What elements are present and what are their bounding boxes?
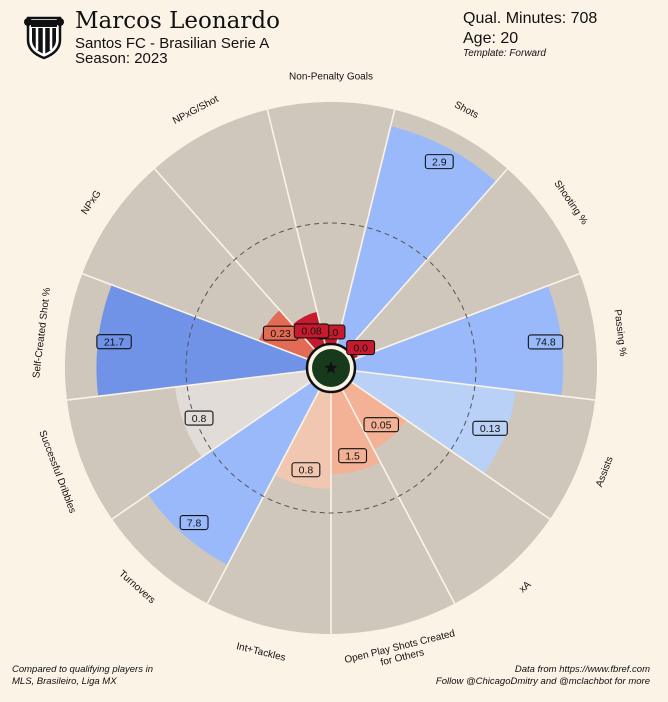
slice-bar xyxy=(353,285,564,396)
metric-label: Successful Dribbles xyxy=(36,429,77,515)
slice-bar xyxy=(96,284,309,397)
value-tag-text: 0.0 xyxy=(353,342,368,354)
template-label: Template: Forward xyxy=(463,48,546,59)
slice-separator xyxy=(346,168,508,351)
metric-label-text: Successful Dribbles xyxy=(36,429,77,515)
metric-label-text: Shots xyxy=(452,100,480,122)
metric-label: Shooting % xyxy=(551,179,589,227)
slice-bar xyxy=(336,126,497,351)
value-tag-box xyxy=(291,462,321,478)
value-tag-text: 0.8 xyxy=(192,413,207,425)
footer-comparison-note: Compared to qualifying players in MLS, B… xyxy=(12,664,202,688)
metric-label-text: NPxG/Shot xyxy=(171,94,221,127)
metric-label: Turnovers xyxy=(116,568,157,606)
value-tag: 74.8 xyxy=(527,334,564,350)
slice-separator xyxy=(266,109,327,345)
value-tag-text: 21.7 xyxy=(104,336,125,348)
slice-separator xyxy=(111,380,312,520)
value-tags: 0.02.90.0 74.80.130.051.50.87.80.821.70.2… xyxy=(96,154,564,531)
slice-bar xyxy=(175,370,312,458)
slice-separator xyxy=(350,380,551,520)
value-tag: 0.0 xyxy=(346,339,376,356)
slice-bar xyxy=(342,381,407,450)
footer-right-line1: Data from https://www.fbref.com xyxy=(514,664,650,675)
player-name: Marcos Leonardo xyxy=(75,8,280,34)
value-tag-box xyxy=(293,323,330,339)
slice-separator xyxy=(66,370,308,401)
metric-label: Int+Tackles xyxy=(235,641,286,664)
metric-label: Shots xyxy=(452,100,480,122)
slice-background xyxy=(154,109,326,351)
slice-background xyxy=(342,381,550,604)
metric-label-text: xA xyxy=(517,579,533,595)
santos-fc-crest-icon xyxy=(24,16,64,60)
footer-right-line2: Follow @ChicagoDmitry and @mclachbot for… xyxy=(435,676,650,687)
metric-label-text: Shooting % xyxy=(551,179,589,227)
slice-separator xyxy=(354,370,596,401)
metric-label-text: Passing % xyxy=(612,309,629,357)
value-tag-box xyxy=(424,154,454,170)
value-tag-text: 0.05 xyxy=(371,420,392,432)
value-tag-box xyxy=(363,417,399,433)
metric-label-text: Int+Tackles xyxy=(235,641,286,664)
footer-left-line2: MLS, Brasileiro, Liga MX xyxy=(12,676,117,687)
slice-background xyxy=(346,168,580,360)
metric-label: Self-Created Shot % xyxy=(31,287,53,379)
value-tag-box xyxy=(346,339,376,356)
value-tag-text: 7.8 xyxy=(187,517,202,529)
value-tag: 2.9 xyxy=(424,154,454,170)
value-tag-box xyxy=(338,448,368,464)
metric-label-text: Turnovers xyxy=(116,568,157,606)
value-tag-text: 74.8 xyxy=(535,337,556,349)
value-tag-box xyxy=(527,334,564,350)
value-tag-text: 0.13 xyxy=(480,423,501,435)
value-tag: 0.08 xyxy=(293,323,330,339)
metric-label: Non-Penalty Goals xyxy=(289,72,373,83)
value-tag: 1.5 xyxy=(338,448,368,464)
player-info: Qual. Minutes: 708 Age: 20 xyxy=(463,9,597,49)
player-age: Age: 20 xyxy=(463,30,519,47)
value-tag: 0.23 xyxy=(262,325,299,341)
slice-background xyxy=(267,102,395,345)
value-tag-box xyxy=(184,410,214,426)
metric-label: NPxG xyxy=(79,188,103,216)
metric-label-text: Non-Penalty Goals xyxy=(289,72,373,83)
value-tag-box xyxy=(472,420,508,436)
slice-background xyxy=(82,168,316,360)
value-tag: 21.7 xyxy=(96,334,132,350)
value-tag: 0.13 xyxy=(472,420,508,436)
metric-label-text: Assists xyxy=(594,455,616,489)
metric-label: Passing % xyxy=(612,309,629,357)
value-tag-text: 0.08 xyxy=(301,326,322,338)
slice-bar xyxy=(350,370,516,474)
center-star-icon xyxy=(324,361,338,374)
metric-label-text: NPxG xyxy=(79,188,103,216)
value-tag-text: 0.23 xyxy=(270,328,291,340)
slice-separator xyxy=(335,109,396,345)
season: Season: 2023 xyxy=(75,50,168,67)
team-league: Santos FC - Brasilian Serie A xyxy=(75,35,270,52)
metric-label-text: Self-Created Shot % xyxy=(31,287,53,379)
value-tag-box xyxy=(96,334,132,350)
value-tag-box xyxy=(179,514,209,531)
qualified-minutes: Qual. Minutes: 708 xyxy=(463,10,598,27)
value-tag: 7.8 xyxy=(179,514,209,531)
reference-ring xyxy=(185,222,477,514)
metric-label: NPxG/Shot xyxy=(171,94,221,127)
value-tag-text: 1.5 xyxy=(345,450,360,462)
metric-label: Assists xyxy=(594,455,616,489)
value-tag-text: 2.9 xyxy=(432,156,447,168)
value-tag: 0.8 xyxy=(291,462,321,478)
footer-left-line1: Compared to qualifying players in xyxy=(12,664,153,675)
value-tag: 0.8 xyxy=(184,410,214,426)
footer-credits: Data from https://www.fbref.com Follow @… xyxy=(436,664,650,688)
value-tag-text: 0.8 xyxy=(299,465,314,477)
value-tag: 0.05 xyxy=(363,417,399,433)
metric-label: xA xyxy=(517,579,533,595)
